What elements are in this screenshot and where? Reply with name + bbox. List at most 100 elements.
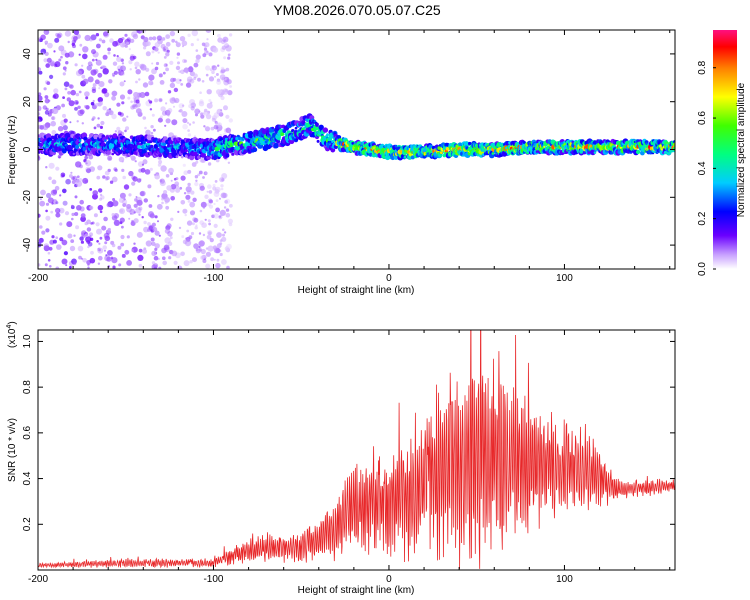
spectrogram-noise-point: [138, 206, 143, 211]
spectrogram-noise-point: [50, 62, 55, 67]
spectrogram-noise-point: [182, 123, 188, 130]
spectrogram-noise-point: [183, 170, 188, 175]
spectrogram-noise-point: [93, 126, 97, 130]
spectrogram-noise-point: [154, 243, 160, 249]
spectrogram-noise-point: [145, 129, 151, 136]
spectrogram-noise-point: [58, 58, 62, 62]
spectrogram-noise-point: [189, 78, 195, 84]
spectrogram-noise-point: [140, 64, 147, 71]
spectrogram-noise-point: [148, 36, 153, 41]
spectrogram-noise-point: [62, 72, 66, 76]
spectrogram-ridge-point: [262, 133, 265, 137]
spectrogram-noise-point: [200, 248, 206, 255]
spectrogram-noise-point: [111, 90, 118, 97]
spectrogram-noise-point: [77, 245, 84, 252]
spectrogram-noise-point: [46, 81, 51, 85]
spectrogram-noise-point: [97, 247, 104, 254]
spectrogram-noise-point: [212, 186, 217, 191]
spectrogram-noise-point: [131, 246, 138, 253]
spectrogram-noise-point: [76, 175, 80, 179]
spectrogram-noise-point: [213, 223, 218, 228]
spectrogram-noise-point: [65, 178, 71, 185]
spectrogram-noise-point: [180, 251, 185, 257]
spectrogram-noise-point: [87, 245, 90, 249]
spectrogram-noise-point: [63, 118, 68, 123]
spectrogram-noise-point: [61, 103, 65, 108]
spectrogram-noise-point: [118, 197, 125, 203]
spectrogram-noise-point: [123, 80, 126, 83]
spectrogram-noise-point: [151, 241, 156, 246]
spectrogram-noise-point: [131, 249, 134, 252]
spectrogram-noise-point: [131, 31, 138, 38]
spectrogram-noise-point: [208, 190, 213, 194]
snr-frame: [37, 329, 676, 571]
spectrogram-noise-point: [60, 172, 66, 178]
spectrogram-noise-point: [207, 245, 214, 252]
spectrogram-noise-point: [205, 30, 212, 33]
spectrogram-noise-point: [203, 108, 208, 113]
spectrogram-noise-point: [223, 56, 227, 60]
spectrogram-noise-point: [177, 210, 180, 213]
spectrogram-noise-point: [51, 116, 56, 121]
spectrogram-ridge-point: [137, 145, 142, 149]
spectrogram-noise-point: [140, 63, 146, 69]
spectrogram-ridge-point: [445, 147, 450, 151]
spectrogram-noise-point: [109, 38, 114, 43]
spectrogram-noise-point: [165, 118, 171, 124]
spectrogram-noise-point: [128, 217, 131, 220]
spectrogram-noise-point: [45, 228, 50, 233]
spectrogram-noise-point: [209, 68, 213, 72]
spectrogram-noise-point: [173, 177, 177, 181]
spectrogram-ridge-point: [195, 138, 199, 142]
colorbar: 0.0 0.2 0.4 0.6 0.8 Normalized spectral ampl…: [697, 30, 747, 276]
spectrogram-noise-point: [136, 199, 143, 206]
spectrogram-noise-point: [219, 209, 226, 216]
spectrogram-noise-point: [101, 88, 108, 94]
spectrogram-noise-point: [92, 99, 95, 103]
spectrogram-noise-point: [45, 107, 49, 111]
spectrogram-ridge-point: [543, 145, 546, 148]
spectrogram-noise-point: [136, 178, 142, 183]
spectrogram-noise-point: [119, 112, 124, 117]
spectrogram-noise-point: [139, 191, 145, 197]
spectrogram-ridge-point: [78, 139, 82, 142]
spectrogram-noise-point: [208, 204, 214, 209]
spectrogram-noise-point: [153, 255, 159, 261]
spectrogram-noise-point: [195, 160, 199, 164]
spectrogram-noise-point: [182, 118, 188, 124]
spectrogram-noise-point: [80, 216, 86, 223]
spectrogram-noise-point: [38, 118, 41, 123]
spectrogram-noise-point: [187, 133, 192, 137]
spectrogram-noise-point: [202, 176, 205, 179]
spectrogram-noise-point: [97, 204, 104, 211]
spectrogram-ridge-point: [189, 155, 195, 161]
spectrogram-noise-point: [220, 66, 225, 71]
spectrogram-noise-point: [192, 217, 198, 223]
colorbar-tick-label: 0.2: [697, 211, 708, 225]
spectrogram-noise-point: [119, 192, 126, 199]
spectrogram-noise-point: [215, 247, 221, 254]
spectrogram-noise-point: [95, 33, 100, 37]
spectrogram-noise-point: [126, 204, 132, 209]
spectrogram-noise-point: [217, 122, 222, 128]
spectrogram-ridge-point: [252, 147, 258, 153]
spectrogram-noise-point: [139, 93, 145, 98]
spectrogram-noise-point: [169, 30, 176, 37]
spectrogram-noise-point: [208, 52, 213, 57]
spectrogram-noise-point: [154, 247, 158, 251]
spectrogram-noise-point: [142, 82, 149, 88]
spectrogram-ridge-point: [175, 155, 179, 159]
spectrogram-noise-point: [67, 233, 73, 239]
spectrogram-noise-point: [174, 97, 180, 104]
colorbar-tick-label: 0.0: [697, 262, 708, 276]
spectrogram-noise-point: [38, 67, 42, 72]
spectrogram-noise-point: [190, 190, 195, 195]
spectrogram-noise-point: [46, 192, 52, 199]
spectrogram-noise-point: [105, 176, 110, 180]
spectrogram-noise-point: [214, 189, 220, 194]
spectrogram-noise-point: [155, 61, 160, 66]
spectrogram-noise-point: [102, 175, 106, 179]
spectrogram-noise-point: [228, 222, 233, 227]
spectrogram-noise-point: [62, 96, 65, 99]
spectrogram-noise-point: [224, 246, 230, 251]
